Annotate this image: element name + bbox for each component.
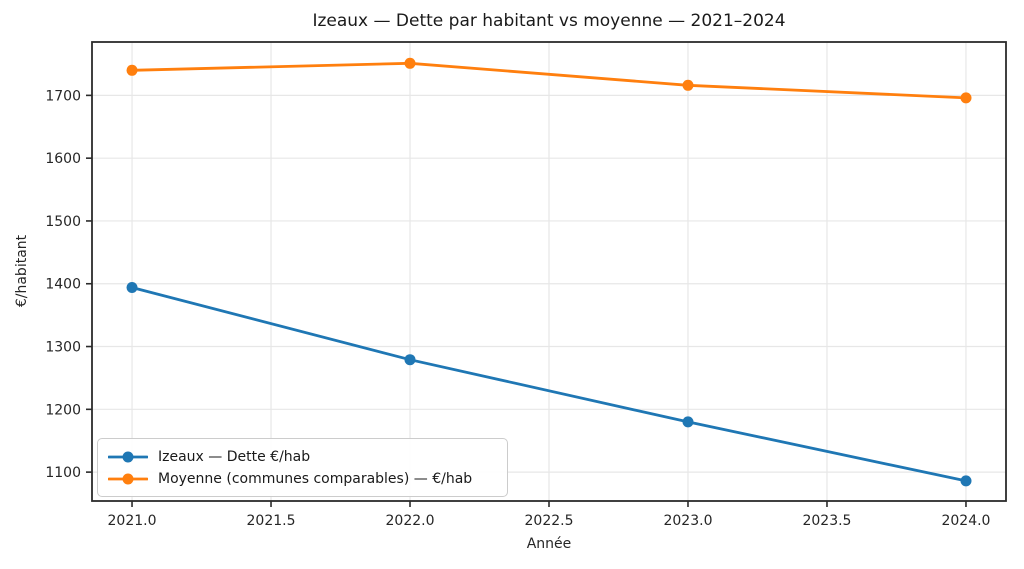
x-tick-label: 2024.0 xyxy=(941,513,990,529)
x-axis-label: Année xyxy=(526,536,572,552)
legend-item: Moyenne (communes comparables) — €/hab xyxy=(108,469,497,490)
data-point-marker xyxy=(682,79,694,91)
legend-marker-line xyxy=(108,451,148,463)
data-point-marker xyxy=(126,64,138,76)
legend-marker-line xyxy=(108,473,148,485)
data-point-marker xyxy=(404,57,416,69)
y-tick-label: 1600 xyxy=(45,151,81,167)
data-point-marker xyxy=(960,475,972,487)
legend-item: Izeaux — Dette €/hab xyxy=(108,447,497,468)
legend: Izeaux — Dette €/hab Moyenne (communes co… xyxy=(97,438,508,497)
y-axis-label: €/habitant xyxy=(14,234,30,308)
chart-title: Izeaux — Dette par habitant vs moyenne —… xyxy=(312,11,786,31)
legend-label: Moyenne (communes comparables) — €/hab xyxy=(158,471,473,487)
x-tick-label: 2021.0 xyxy=(108,513,157,529)
x-tick-label: 2023.5 xyxy=(802,513,851,529)
legend-label: Izeaux — Dette €/hab xyxy=(158,449,311,465)
data-point-marker xyxy=(960,92,972,104)
data-point-marker xyxy=(126,282,138,293)
x-tick-label: 2021.5 xyxy=(247,513,296,529)
series-line-1 xyxy=(130,61,968,100)
y-tick-label: 1500 xyxy=(45,214,81,230)
data-point-marker xyxy=(682,416,694,428)
y-tick-label: 1200 xyxy=(45,402,81,418)
y-tick-label: 1300 xyxy=(45,340,81,356)
y-tick-label: 1400 xyxy=(45,277,81,293)
x-tick-label: 2022.5 xyxy=(525,513,574,529)
x-tick-label: 2023.0 xyxy=(663,513,712,529)
y-tick-label: 1700 xyxy=(45,88,81,104)
y-tick-label: 1100 xyxy=(45,465,81,481)
series-line-0 xyxy=(130,286,968,483)
x-tick-label: 2022.0 xyxy=(386,513,435,529)
data-point-marker xyxy=(404,354,416,366)
